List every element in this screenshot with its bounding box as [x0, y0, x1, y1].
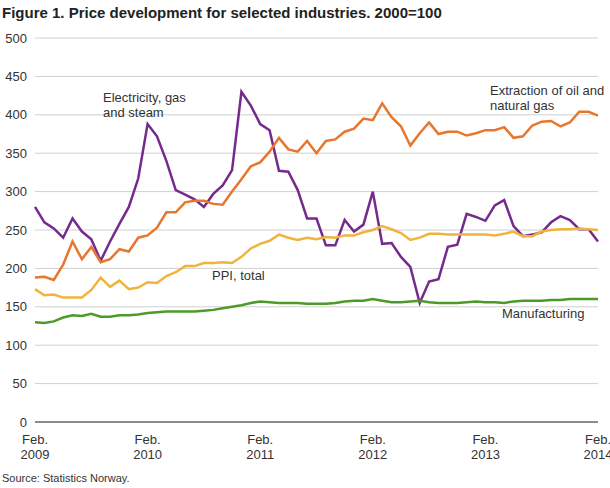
- svg-text:Feb.2009: Feb.2009: [21, 432, 50, 460]
- svg-text:350: 350: [8, 146, 27, 161]
- svg-text:400: 400: [8, 107, 27, 122]
- html-text:Source: Statistics Norway.: Source: Statistics Norway.: [2, 472, 130, 484]
- svg-text:Feb.2010: Feb.2010: [133, 432, 162, 460]
- svg-text:Feb.2013: Feb.2013: [471, 432, 500, 460]
- html-text:Manufacturing: Manufacturing: [502, 306, 585, 321]
- svg-text:250: 250: [8, 223, 27, 238]
- svg-text:Feb.2011: Feb.2011: [246, 432, 274, 460]
- svg-text:200: 200: [8, 261, 27, 276]
- svg-text:0: 0: [20, 415, 27, 430]
- html-text:Electricity, gas and steam: Electricity, gas and steam: [103, 90, 186, 120]
- html-text:Figure 1. Price development fo: Figure 1. Price development for selected…: [2, 4, 442, 21]
- html-text:Extraction of oil and natural: Extraction of oil and natural gas: [490, 83, 605, 113]
- svg-text:Feb.2012: Feb.2012: [358, 432, 387, 460]
- svg-text:300: 300: [8, 184, 27, 199]
- svg-text:500: 500: [8, 31, 27, 46]
- svg-text:100: 100: [8, 338, 27, 353]
- svg-text:450: 450: [8, 69, 27, 84]
- svg-text:Feb.2014: Feb.2014: [584, 432, 602, 460]
- html-text:PPI, total: PPI, total: [212, 268, 265, 283]
- svg-text:50: 50: [13, 376, 27, 391]
- svg-text:150: 150: [8, 299, 27, 314]
